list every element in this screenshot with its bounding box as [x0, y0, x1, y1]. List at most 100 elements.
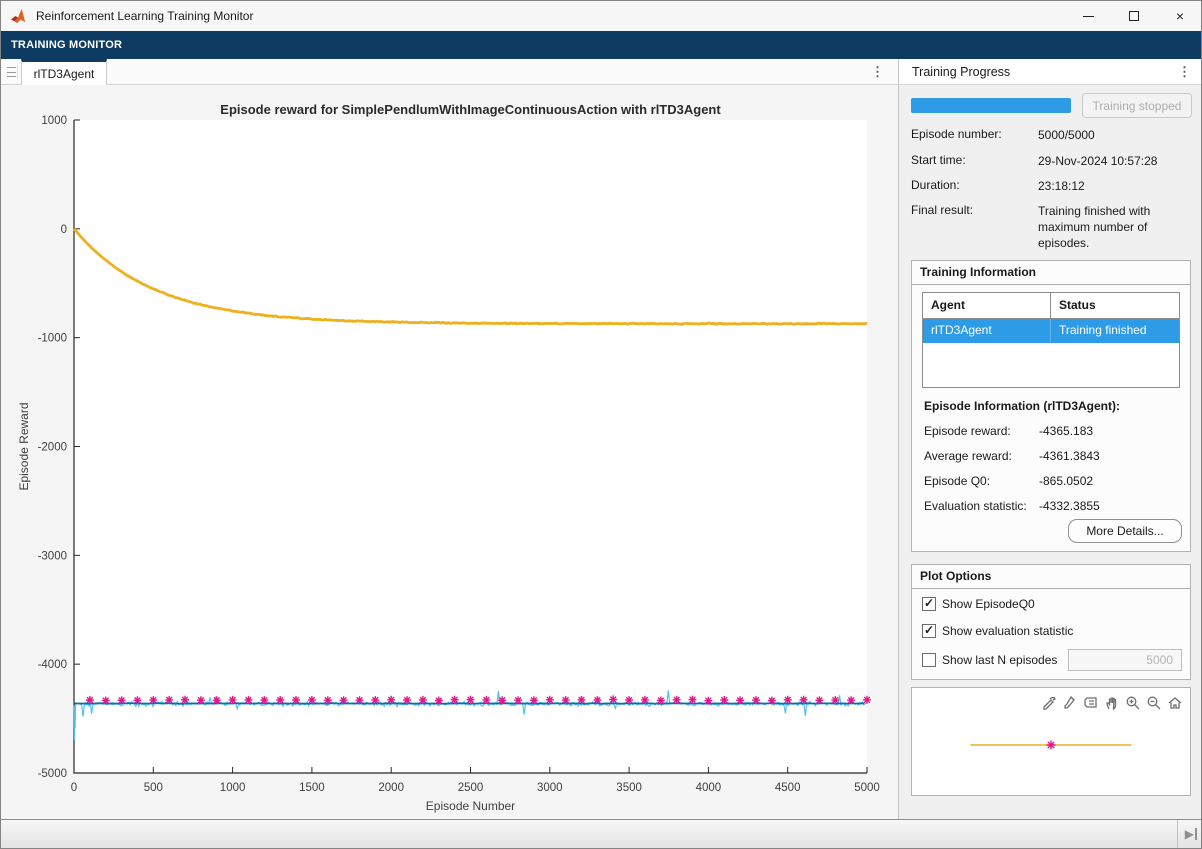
svg-text:Episode Number: Episode Number [426, 799, 515, 813]
svg-text:4500: 4500 [775, 782, 801, 794]
duration-label: Duration: [911, 178, 960, 192]
ribbon-toolstrip: TRAINING MONITOR [1, 31, 1201, 59]
svg-text:-5000: -5000 [38, 768, 67, 780]
training-information-title: Training Information [912, 261, 1190, 285]
svg-text:3000: 3000 [537, 782, 563, 794]
brush-icon[interactable] [1060, 693, 1079, 712]
show-last-n-episodes-checkbox[interactable]: ✓ Show last N episodes [922, 653, 1057, 667]
episode-reward-value: -4365.183 [1039, 424, 1094, 438]
plot-options-title: Plot Options [912, 565, 1190, 589]
svg-text:500: 500 [144, 782, 163, 794]
show-episodeq0-label: Show EpisodeQ0 [942, 597, 1035, 611]
episode-information-title: Episode Information (rlTD3Agent): [924, 399, 1120, 413]
close-button[interactable]: × [1157, 1, 1201, 31]
training-stopped-button[interactable]: Training stopped [1082, 93, 1192, 118]
last-n-episodes-input[interactable] [1068, 649, 1182, 671]
training-progress-bar [911, 98, 1071, 113]
duration-value: 23:18:12 [1038, 179, 1085, 193]
maximize-icon [1129, 11, 1139, 21]
title-bar: Reinforcement Learning Training Monitor … [1, 1, 1201, 31]
table-header-row: Agent Status [923, 293, 1179, 319]
ribbon-tab-training-monitor[interactable]: TRAINING MONITOR [11, 39, 123, 51]
svg-text:1000: 1000 [220, 782, 246, 794]
svg-text:Episode Reward: Episode Reward [17, 402, 31, 490]
bottom-scrollbar[interactable]: ▶ [1, 819, 1201, 848]
svg-text:0: 0 [71, 782, 77, 794]
restore-view-icon[interactable] [1165, 693, 1184, 712]
final-result-label: Final result: [911, 203, 974, 217]
tab-drag-grip-icon[interactable] [6, 65, 18, 79]
checkbox-icon: ✓ [922, 623, 936, 638]
window-title: Reinforcement Learning Training Monitor [36, 9, 254, 23]
training-progress-title: Training Progress [912, 64, 1011, 79]
episode-number-value: 5000/5000 [1038, 128, 1095, 142]
training-stopped-label: Training stopped [1092, 98, 1182, 113]
svg-text:1000: 1000 [41, 115, 67, 127]
average-reward-label: Average reward: [924, 449, 1012, 463]
expand-panel-icon[interactable]: ▶ [1185, 827, 1197, 841]
show-last-n-episodes-label: Show last N episodes [942, 653, 1058, 667]
svg-text:-1000: -1000 [38, 333, 67, 345]
matlab-logo-icon [11, 8, 26, 24]
checkbox-icon: ✓ [922, 653, 936, 667]
svg-text:-3000: -3000 [38, 550, 67, 562]
zoom-in-icon[interactable] [1123, 693, 1142, 712]
training-progress-header: Training Progress ⋮ [899, 59, 1201, 85]
svg-text:5000: 5000 [854, 782, 880, 794]
evaluation-statistic-value: -4332.3855 [1039, 499, 1100, 513]
agent-column-header: Agent [923, 293, 1051, 319]
svg-text:2000: 2000 [378, 782, 404, 794]
svg-text:3500: 3500 [616, 782, 642, 794]
svg-text:Episode reward for SimplePendl: Episode reward for SimplePendlumWithImag… [220, 102, 721, 117]
more-details-button[interactable]: More Details... [1068, 519, 1182, 543]
training-progress-panel: Training stopped Episode number: 5000/50… [899, 85, 1201, 819]
svg-text:2500: 2500 [458, 782, 484, 794]
episode-number-label: Episode number: [911, 127, 1002, 141]
show-evaluation-statistic-checkbox[interactable]: ✓ Show evaluation statistic [922, 623, 1074, 638]
svg-text:4000: 4000 [696, 782, 722, 794]
average-reward-value: -4361.3843 [1039, 449, 1100, 463]
close-icon: × [1175, 8, 1185, 24]
axes-toolbar [1039, 693, 1184, 712]
zoom-out-icon[interactable] [1144, 693, 1163, 712]
tab-label: rlTD3Agent [33, 66, 95, 81]
episode-q0-label: Episode Q0: [924, 474, 991, 488]
tab-overflow-menu-icon[interactable]: ⋮ [871, 64, 884, 79]
status-cell: Training finished [1059, 323, 1147, 337]
preview-plot-panel [911, 687, 1191, 796]
episode-reward-label: Episode reward: [924, 424, 1011, 438]
panel-divider [898, 59, 899, 819]
export-plot-icon[interactable] [1039, 693, 1058, 712]
minimize-icon [1082, 15, 1094, 17]
pan-icon[interactable] [1102, 693, 1121, 712]
plot-options-panel: Plot Options ✓ Show EpisodeQ0 ✓ Show eva… [911, 564, 1191, 680]
episode-reward-chart: Episode reward for SimplePendlumWithImag… [17, 102, 880, 813]
agent-cell: rlTD3Agent [923, 319, 1051, 343]
evaluation-statistic-label: Evaluation statistic: [924, 499, 1027, 513]
datatips-icon[interactable] [1081, 693, 1100, 712]
agent-status-table[interactable]: Agent Status rlTD3Agent Training finishe… [922, 292, 1180, 388]
start-time-label: Start time: [911, 153, 966, 167]
panel-menu-icon[interactable]: ⋮ [1178, 64, 1191, 79]
chart-document-area: Episode reward for SimplePendlumWithImag… [1, 85, 898, 819]
maximize-button[interactable] [1111, 1, 1157, 31]
start-time-value: 29-Nov-2024 10:57:28 [1038, 154, 1158, 168]
checkbox-icon: ✓ [922, 596, 936, 611]
status-column-header: Status [1051, 293, 1179, 319]
show-episodeq0-checkbox[interactable]: ✓ Show EpisodeQ0 [922, 596, 1035, 611]
tab-rltd3agent[interactable]: rlTD3Agent [21, 59, 107, 85]
preview-plot[interactable] [912, 688, 1190, 795]
minimize-button[interactable] [1065, 1, 1111, 31]
show-evaluation-statistic-label: Show evaluation statistic [942, 624, 1074, 638]
more-details-label: More Details... [1086, 524, 1164, 538]
statusbar-divider [1177, 820, 1178, 848]
svg-text:1500: 1500 [299, 782, 325, 794]
svg-text:-2000: -2000 [38, 442, 67, 454]
training-information-panel: Training Information Agent Status rlTD3A… [911, 260, 1191, 552]
svg-text:0: 0 [61, 224, 67, 236]
table-row-rltd3agent[interactable]: rlTD3Agent Training finished [923, 319, 1179, 343]
svg-text:-4000: -4000 [38, 659, 67, 671]
document-tab-bar: rlTD3Agent ⋮ [1, 59, 898, 85]
episode-q0-value: -865.0502 [1039, 474, 1094, 488]
